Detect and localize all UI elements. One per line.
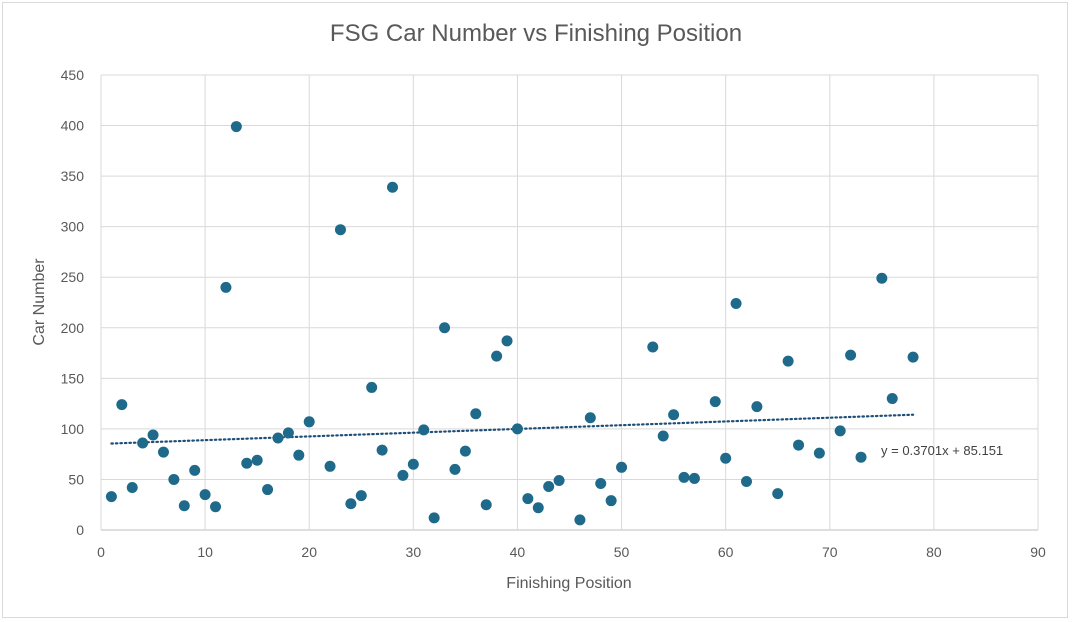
- data-point: [709, 396, 721, 408]
- data-point: [470, 408, 482, 420]
- data-point: [678, 471, 690, 483]
- data-point: [116, 399, 128, 411]
- data-point: [886, 393, 898, 405]
- data-point: [262, 484, 274, 496]
- data-point: [491, 350, 503, 362]
- data-point: [459, 445, 471, 457]
- data-point: [720, 452, 732, 464]
- data-point: [439, 322, 451, 334]
- y-tick-label: 50: [68, 471, 84, 487]
- data-point: [189, 464, 201, 476]
- data-point: [282, 427, 294, 439]
- data-point: [178, 500, 190, 512]
- data-point: [251, 454, 263, 466]
- data-point: [793, 439, 805, 451]
- data-point: [584, 412, 596, 424]
- data-point: [480, 499, 492, 511]
- data-point: [407, 458, 419, 470]
- data-point: [574, 514, 586, 526]
- data-point: [501, 335, 513, 347]
- y-tick-label: 300: [61, 219, 85, 235]
- data-point: [616, 461, 628, 473]
- data-point: [157, 446, 169, 458]
- data-point: [272, 432, 284, 444]
- data-point: [147, 429, 159, 441]
- trendline-equation: y = 0.3701x + 85.151: [881, 443, 1003, 458]
- y-axis-ticks: 0 50 100 150 200 250 300 350 400 450: [61, 67, 85, 538]
- y-tick-label: 150: [61, 370, 85, 386]
- data-point: [772, 488, 784, 500]
- data-point: [418, 424, 430, 436]
- y-tick-label: 400: [61, 118, 85, 134]
- data-point: [834, 425, 846, 437]
- data-point: [126, 482, 138, 494]
- y-tick-label: 100: [61, 421, 85, 437]
- data-point: [782, 355, 794, 367]
- data-point: [511, 423, 523, 435]
- data-point: [168, 473, 180, 485]
- data-point: [730, 298, 742, 310]
- y-tick-label: 0: [76, 522, 84, 538]
- data-point: [230, 121, 242, 133]
- data-point: [334, 224, 346, 236]
- x-axis-ticks: 0 10 20 30 40 50 60 70 80 90: [97, 544, 1046, 560]
- data-point: [647, 341, 659, 353]
- y-tick-label: 200: [61, 320, 85, 336]
- data-point: [241, 457, 253, 469]
- x-tick-label: 70: [822, 544, 838, 560]
- data-point: [668, 409, 680, 421]
- x-tick-label: 10: [197, 544, 213, 560]
- data-point: [740, 475, 752, 487]
- data-points: [105, 121, 919, 526]
- data-point: [543, 481, 555, 493]
- x-tick-label: 60: [718, 544, 734, 560]
- x-tick-label: 50: [614, 544, 630, 560]
- data-point: [220, 281, 232, 293]
- data-point: [657, 430, 669, 442]
- y-tick-label: 350: [61, 168, 85, 184]
- data-point: [199, 489, 211, 501]
- data-point: [428, 512, 440, 524]
- y-tick-label: 450: [61, 67, 85, 83]
- data-point: [210, 501, 222, 513]
- x-tick-label: 40: [510, 544, 526, 560]
- data-point: [595, 477, 607, 489]
- data-point: [688, 472, 700, 484]
- data-point: [387, 181, 399, 193]
- data-point: [845, 349, 857, 361]
- data-point: [813, 447, 825, 459]
- data-point: [355, 490, 367, 502]
- y-axis-title: Car Number: [31, 258, 48, 346]
- x-tick-label: 30: [406, 544, 422, 560]
- x-tick-label: 90: [1030, 544, 1046, 560]
- chart-title: FSG Car Number vs Finishing Position: [330, 20, 742, 47]
- x-tick-label: 20: [301, 544, 317, 560]
- data-point: [855, 451, 867, 463]
- data-point: [751, 401, 763, 413]
- data-point: [449, 463, 461, 475]
- x-axis-title: Finishing Position: [506, 575, 631, 592]
- data-point: [376, 444, 388, 456]
- data-point: [532, 502, 544, 514]
- x-tick-label: 0: [97, 544, 105, 560]
- data-point: [397, 469, 409, 481]
- data-point: [324, 460, 336, 472]
- data-point: [293, 449, 305, 461]
- data-point: [137, 437, 149, 449]
- data-point: [303, 416, 315, 428]
- y-tick-label: 250: [61, 269, 85, 285]
- data-point: [605, 495, 617, 507]
- data-point: [876, 272, 888, 284]
- data-point: [105, 491, 117, 503]
- data-point: [907, 351, 919, 363]
- data-point: [366, 381, 378, 393]
- data-point: [345, 498, 357, 510]
- x-tick-label: 80: [926, 544, 942, 560]
- data-point: [522, 493, 534, 505]
- data-point: [553, 474, 565, 486]
